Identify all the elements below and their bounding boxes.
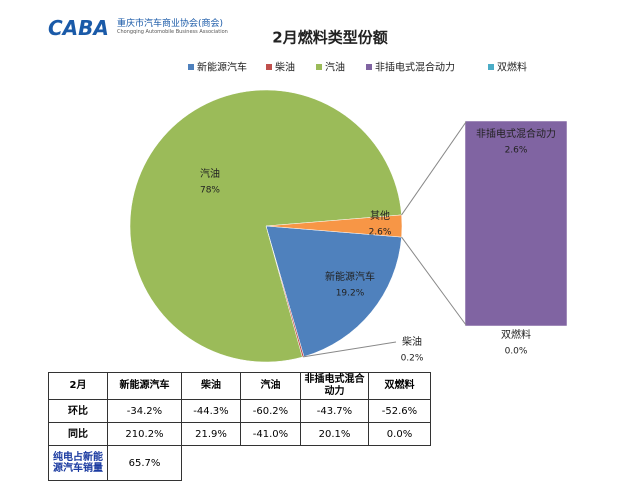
- table-cell: -41.0%: [240, 422, 301, 446]
- table-cell: -34.2%: [107, 399, 182, 423]
- chart: 2月燃料类型份额 新能源汽车 柴油 汽油 非插电式混合动力 双燃料新能源汽车19.2%柴…: [129, 29, 567, 364]
- table-row: 2月 新能源汽车 柴油 汽油 非插电式混合动力 双燃料: [48, 372, 431, 400]
- legend-label: 新能源汽车: [197, 61, 247, 74]
- slice-value: 78%: [200, 186, 220, 196]
- table-row: 环比 -34.2% -44.3% -60.2% -43.7% -52.6%: [48, 399, 431, 423]
- table-row: 同比 210.2% 21.9% -41.0% 20.1% 0.0%: [48, 422, 431, 446]
- slice-label: 新能源汽车: [325, 270, 375, 283]
- pie-slice: [265, 214, 403, 238]
- pie-slice: [265, 225, 402, 357]
- legend-swatch: [188, 64, 194, 70]
- slice-label: 柴油: [402, 335, 422, 348]
- legend-swatch: [316, 64, 322, 70]
- legend-label: 非插电式混合动力: [375, 61, 455, 74]
- row-label: 2月: [48, 372, 108, 400]
- row-label: 环比: [48, 399, 108, 423]
- table-row: 纯电占新能源汽车销量 65.7%: [48, 445, 431, 481]
- data-table: 2月 新能源汽车 柴油 汽油 非插电式混合动力 双燃料 环比 -34.2% -44.3% -60.…: [48, 372, 431, 481]
- table-cell: 柴油: [181, 372, 241, 400]
- legend-label: 汽油: [325, 61, 345, 74]
- table-cell: 20.1%: [300, 422, 369, 446]
- legend-swatch: [488, 64, 494, 70]
- table-cell: 21.9%: [181, 422, 241, 446]
- slice-value: 19.2%: [336, 289, 365, 299]
- bar-label: 双燃料: [501, 328, 531, 341]
- slice-label: 其他: [370, 209, 390, 222]
- legend-swatch: [266, 64, 272, 70]
- chart-title: 2月燃料类型份额: [272, 29, 387, 47]
- table-cell: 0.0%: [368, 422, 431, 446]
- table-cell: 非插电式混合动力: [300, 372, 369, 400]
- table-cell: -44.3%: [181, 399, 241, 423]
- table-cell: -52.6%: [368, 399, 431, 423]
- bar-segment: [465, 121, 567, 326]
- org-name-en: Chongqing Automobile Business Associatio…: [116, 29, 228, 35]
- table-cell: 65.7%: [107, 445, 182, 481]
- leader-line: [303, 341, 397, 358]
- row-label: 纯电占新能源汽车销量: [48, 445, 108, 481]
- legend-swatch: [366, 64, 372, 70]
- org-name: 重庆市汽车商业协会(商会): [116, 19, 224, 29]
- bar-value: 2.6%: [505, 146, 528, 156]
- slice-value: 0.2%: [401, 354, 424, 364]
- connector: [401, 236, 467, 326]
- slice-value: 2.6%: [369, 228, 392, 238]
- table-cell: 双燃料: [368, 372, 431, 400]
- slice-label: 汽油: [200, 167, 220, 180]
- row-label: 同比: [48, 422, 108, 446]
- table-cell: 汽油: [240, 372, 301, 400]
- pie-slice: [129, 89, 402, 363]
- logo-mark: CABA: [48, 16, 109, 40]
- legend-label: 双燃料: [497, 61, 527, 74]
- logo: CABA 重庆市汽车商业协会(商会) Chongqing Automobile …: [48, 16, 228, 40]
- bar-value: 0.0%: [505, 347, 528, 357]
- legend-label: 柴油: [275, 61, 295, 74]
- table-cell: -60.2%: [240, 399, 301, 423]
- bar-label: 非插电式混合动力: [476, 127, 556, 140]
- table-cell: 210.2%: [107, 422, 182, 446]
- connector: [401, 121, 467, 216]
- table-cell: -43.7%: [300, 399, 369, 423]
- table-cell: 新能源汽车: [107, 372, 182, 400]
